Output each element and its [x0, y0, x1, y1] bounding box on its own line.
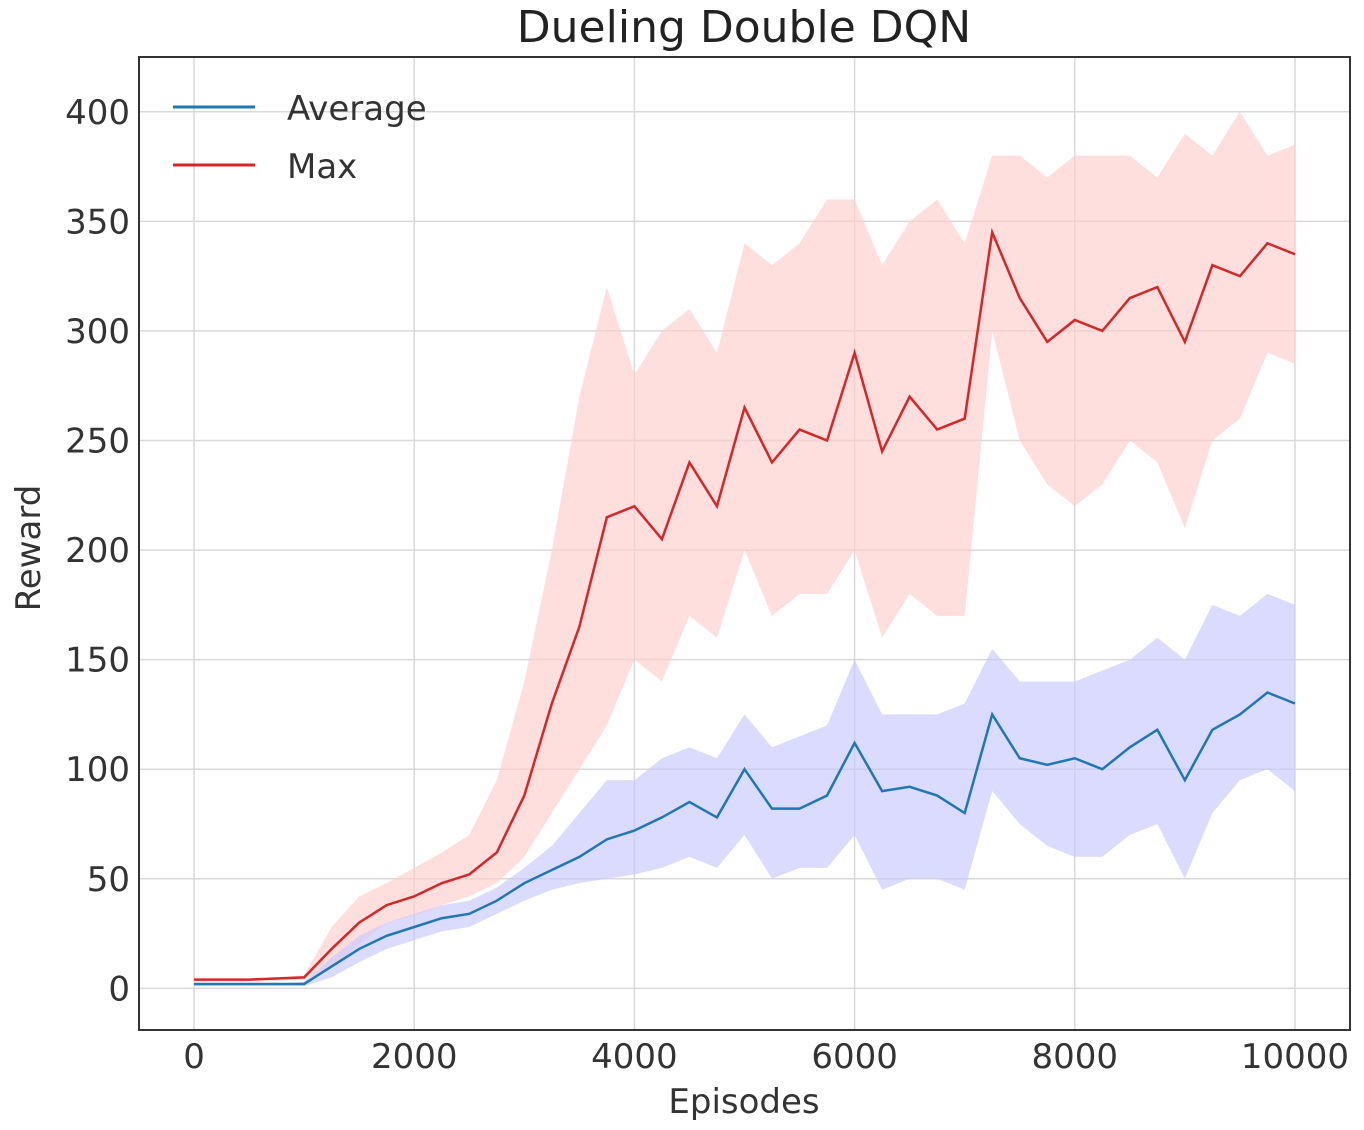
x-tick-label: 10000 [1241, 1037, 1349, 1077]
y-tick-label: 150 [65, 641, 130, 681]
x-tick-label: 4000 [591, 1037, 678, 1077]
legend: Average Max [173, 89, 427, 187]
x-tick-label: 0 [183, 1037, 205, 1077]
y-tick-label: 100 [65, 750, 130, 790]
series-lines [194, 227, 1296, 986]
y-tick-label: 400 [65, 93, 130, 133]
y-tick-label: 200 [65, 531, 130, 571]
y-tick-label: 300 [65, 312, 130, 352]
legend-label-average: Average [287, 89, 427, 129]
line-max [194, 227, 1296, 981]
band-max [194, 111, 1295, 982]
y-tick-label: 250 [65, 422, 130, 462]
y-tick-label: 0 [108, 969, 130, 1009]
chart-title: Dueling Double DQN [517, 2, 971, 53]
plot-frame [138, 56, 1351, 1031]
tick-labels: 0 2000 4000 6000 8000 10000 0 50 100 150 200 250 300… [65, 93, 1349, 1077]
y-axis-label: Reward [9, 485, 49, 612]
legend-label-max: Max [287, 147, 357, 187]
band-average [194, 593, 1295, 987]
y-tick-label: 50 [87, 860, 130, 900]
x-tick-label: 8000 [1032, 1037, 1119, 1077]
x-tick-label: 2000 [371, 1037, 458, 1077]
line-average [194, 691, 1296, 986]
x-axis-label: Episodes [668, 1082, 819, 1122]
y-tick-label: 350 [65, 202, 130, 242]
x-tick-label: 6000 [811, 1037, 898, 1077]
bands [194, 111, 1295, 987]
